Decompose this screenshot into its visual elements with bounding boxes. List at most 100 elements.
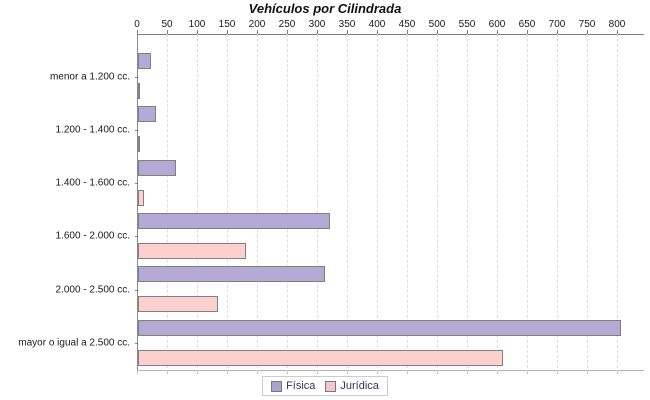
- category-label: menor a 1.200 cc.: [49, 71, 130, 82]
- bar-fisica: [138, 159, 176, 176]
- category-row: 1.200 - 1.400 cc.: [56, 103, 644, 156]
- legend-label: Jurídica: [340, 380, 379, 392]
- gridline: [527, 34, 528, 373]
- x-tick-label: 100: [188, 19, 206, 30]
- x-bottom-tick-mark: [227, 371, 228, 374]
- x-tick-mark: [377, 30, 378, 34]
- x-tick-mark: [617, 30, 618, 34]
- bar-juridica: [138, 83, 140, 99]
- x-tick-mark: [287, 30, 288, 34]
- x-tick-mark: [197, 30, 198, 34]
- category-row: mayor o igual a 2.500 cc.: [18, 317, 644, 370]
- legend: Física Jurídica: [0, 376, 650, 396]
- legend-item: Física: [271, 380, 315, 392]
- x-bottom-tick-mark: [137, 371, 138, 374]
- category-label: mayor o igual a 2.500 cc.: [18, 337, 130, 349]
- bar-juridica: [138, 189, 144, 206]
- y-tick-mark: [135, 289, 138, 291]
- x-tick-mark: [227, 30, 228, 34]
- x-bottom-tick-mark: [437, 371, 438, 374]
- gridline: [467, 34, 468, 373]
- x-tick-mark: [347, 30, 348, 34]
- x-bottom-tick-mark: [377, 371, 378, 374]
- x-bottom-tick-mark: [587, 371, 588, 374]
- x-bottom-tick-mark: [557, 371, 558, 374]
- bar-juridica: [138, 136, 140, 153]
- x-tick-mark: [467, 30, 468, 34]
- category-row: 1.400 - 1.600 cc.: [56, 157, 644, 210]
- legend-label: Física: [286, 380, 316, 392]
- plot-bottom-line: [137, 370, 644, 371]
- y-tick-mark: [135, 183, 138, 185]
- gridline: [347, 34, 348, 373]
- x-bottom-tick-mark: [257, 371, 258, 374]
- x-bottom-tick-mark: [317, 371, 318, 374]
- legend-box: Física Jurídica: [262, 376, 388, 396]
- x-bottom-tick-mark: [407, 371, 408, 374]
- category-label: 2.000 - 2.500 cc.: [55, 284, 131, 296]
- bar-juridica: [138, 242, 246, 259]
- gridline: [587, 34, 588, 373]
- bar-juridica: [138, 296, 219, 313]
- legend-swatch-icon: [325, 380, 337, 392]
- x-bottom-tick-mark: [617, 371, 618, 374]
- category-label: 1.200 - 1.400 cc.: [55, 124, 131, 136]
- x-tick-label: 250: [278, 19, 296, 30]
- gridline: [497, 34, 498, 373]
- x-bottom-tick-mark: [527, 371, 528, 374]
- x-bottom-tick-mark: [287, 371, 288, 374]
- bar-fisica: [138, 212, 330, 229]
- plot-area: menor a 1.200 cc. 1.200 - 1.400 cc. 1.400 …: [18, 50, 644, 370]
- x-tick-label: 650: [518, 19, 536, 30]
- x-tick-label: 150: [218, 19, 236, 30]
- x-tick-mark: [557, 30, 558, 34]
- category-row: 2.000 - 2.500 cc.: [56, 263, 644, 316]
- y-axis-line: [137, 34, 138, 370]
- y-tick-mark: [135, 236, 138, 238]
- x-bottom-tick-mark: [467, 371, 468, 374]
- x-tick-label: 700: [548, 19, 566, 30]
- chart-title: Vehículos por Cilindrada: [248, 1, 402, 16]
- x-tick-mark: [257, 30, 258, 34]
- x-tick-label: 300: [308, 19, 326, 30]
- bar-fisica: [138, 266, 326, 283]
- gridline: [377, 34, 378, 373]
- y-tick-mark: [135, 343, 138, 344]
- gridline: [227, 34, 228, 373]
- gridline: [617, 34, 618, 373]
- gridline: [257, 34, 258, 373]
- category-label: 1.400 - 1.600 cc.: [55, 177, 131, 189]
- x-bottom-tick-mark: [347, 371, 348, 374]
- bar-fisica: [138, 53, 152, 69]
- x-tick-label: 50: [161, 19, 173, 30]
- gridline: [317, 34, 318, 373]
- x-tick-mark: [527, 30, 528, 34]
- x-tick-label: 600: [488, 19, 506, 30]
- gridline: [407, 34, 408, 373]
- y-tick-mark: [135, 129, 138, 131]
- x-bottom-tick-mark: [167, 371, 168, 374]
- legend-swatch-icon: [271, 380, 283, 392]
- x-tick-mark: [587, 30, 588, 34]
- x-tick-mark: [437, 30, 438, 34]
- x-tick-label: 500: [428, 19, 446, 30]
- x-tick-label: 550: [458, 19, 476, 30]
- x-tick-label: 750: [578, 19, 596, 30]
- x-tick-label: 450: [398, 19, 416, 30]
- bar-fisica: [138, 106, 156, 123]
- gridline: [437, 34, 438, 373]
- gridline: [557, 34, 558, 373]
- x-tick-label: 400: [368, 19, 386, 30]
- x-bottom-tick-mark: [197, 371, 198, 374]
- x-tick-mark: [317, 30, 318, 34]
- gridline: [287, 34, 288, 373]
- x-tick-mark: [137, 30, 138, 34]
- y-tick-mark: [135, 76, 138, 78]
- x-tick-mark: [407, 30, 408, 34]
- bar-juridica: [138, 349, 503, 366]
- x-axis-line: [137, 34, 644, 35]
- category-label: 1.600 - 2.000 cc.: [55, 230, 131, 242]
- bar-fisica: [138, 319, 621, 336]
- gridline: [197, 34, 198, 373]
